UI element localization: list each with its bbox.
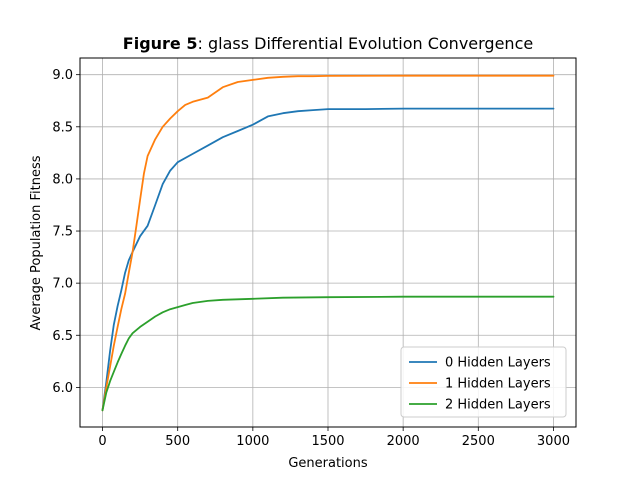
y-tick-label: 8.0: [52, 172, 73, 187]
x-tick-label: 2000: [387, 434, 420, 449]
x-tick-label: 3000: [537, 434, 570, 449]
series-layer: [101, 74, 555, 412]
x-axis-label: Generations: [288, 456, 368, 471]
x-tick-label: 2500: [462, 434, 495, 449]
ticks-layer: 0 500 1000 1500 2000 2500 3000 6.0 6.5 7.0 7.5 8.0 8…: [52, 68, 570, 449]
y-tick-label: 7.0: [52, 277, 73, 292]
x-tick-label: 500: [165, 434, 190, 449]
y-tick-label: 8.5: [52, 120, 73, 135]
y-tick-label: 7.5: [52, 225, 73, 240]
x-tick-label: 1500: [311, 434, 344, 449]
series-line-2: [101, 295, 555, 412]
x-tick-label: 0: [98, 434, 106, 449]
grid-layer: [80, 58, 576, 427]
y-tick-label: 6.0: [52, 381, 73, 396]
series-line-1: [101, 74, 555, 412]
series-line-0: [101, 107, 555, 412]
chart-title: Figure 5: glass Differential Evolution C…: [123, 34, 533, 53]
legend: 0 Hidden Layers 1 Hidden Layers 2 Hidden L…: [400, 346, 567, 418]
x-tick-label: 1000: [236, 434, 269, 449]
legend-box: [400, 346, 567, 418]
chart-title-bold: Figure 5: [123, 34, 198, 53]
y-tick-label: 9.0: [52, 68, 73, 83]
legend-label-1: 1 Hidden Layers: [445, 377, 551, 392]
y-axis-label: Average Population Fitness: [29, 155, 44, 330]
chart-title-rest: : glass Differential Evolution Convergen…: [197, 34, 533, 53]
legend-label-0: 0 Hidden Layers: [445, 356, 551, 371]
y-tick-label: 6.5: [52, 329, 73, 344]
legend-label-2: 2 Hidden Layers: [445, 398, 551, 413]
